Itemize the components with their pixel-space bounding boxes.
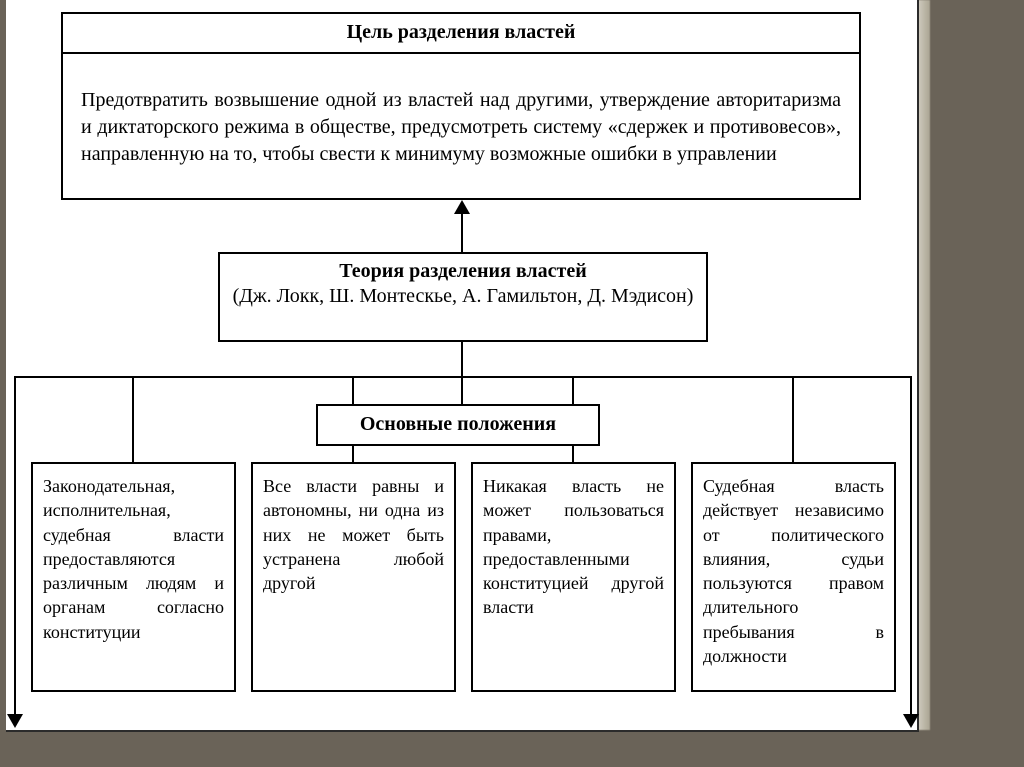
backdrop-right (919, 0, 1024, 767)
connector-col-3 (792, 376, 794, 462)
column-box-3: Судебная власть действует независимо от … (691, 462, 896, 692)
column-box-2: Никакая власть не может пользоваться пра… (471, 462, 676, 692)
column-text-2: Никакая власть не может пользоваться пра… (473, 464, 674, 630)
goal-box: Цель разделения властей Предотвратить во… (61, 12, 861, 200)
column-box-0: Законодательная, исполнительная, судебна… (31, 462, 236, 692)
connector-theory-to-goal (461, 214, 463, 252)
theory-authors: (Дж. Локк, Ш. Монтескье, А. Гамильтон, Д… (220, 283, 706, 309)
backdrop-bottom (0, 732, 1024, 767)
arrowhead-far-right (903, 714, 919, 728)
column-text-0: Законодательная, исполнительная, судебна… (33, 464, 234, 654)
arrowhead-far-left (7, 714, 23, 728)
connector-far-right (910, 376, 912, 716)
diagram-paper: Цель разделения властей Предотвратить во… (6, 0, 919, 732)
connector-col-0 (132, 376, 134, 462)
goal-body: Предотвратить возвышение одной из власте… (63, 77, 859, 182)
connector-far-left (14, 376, 16, 716)
goal-divider (63, 52, 859, 54)
connector-theory-down (461, 342, 463, 376)
goal-title: Цель разделения властей (63, 14, 859, 49)
main-provisions-label: Основные положения (318, 406, 598, 437)
column-box-1: Все власти равны и автономны, ни одна из… (251, 462, 456, 692)
connector-bus (14, 376, 912, 378)
column-text-3: Судебная власть действует независимо от … (693, 464, 894, 678)
column-text-1: Все власти равны и автономны, ни одна из… (253, 464, 454, 605)
arrowhead-goal (454, 200, 470, 214)
main-provisions-box: Основные положения (316, 404, 600, 446)
theory-box: Теория разделения властей (Дж. Локк, Ш. … (218, 252, 708, 342)
connector-bus-to-main (461, 376, 463, 404)
theory-title: Теория разделения властей (220, 260, 706, 283)
